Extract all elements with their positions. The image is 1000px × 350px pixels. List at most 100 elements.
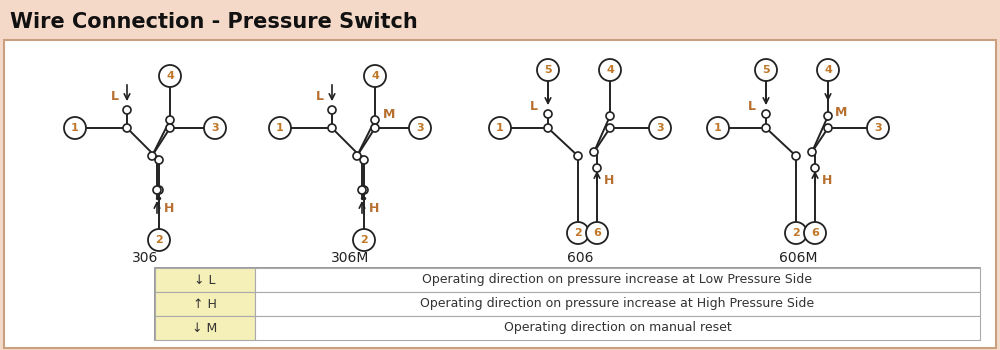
Text: 2: 2 [155, 235, 163, 245]
Circle shape [353, 229, 375, 251]
Text: 1: 1 [496, 123, 504, 133]
Circle shape [166, 116, 174, 124]
Text: Wire Connection - Pressure Switch: Wire Connection - Pressure Switch [10, 12, 418, 32]
Circle shape [808, 148, 816, 156]
Text: ↓ L: ↓ L [194, 273, 216, 287]
Text: H: H [369, 202, 379, 215]
Text: 2: 2 [360, 235, 368, 245]
Bar [155, 268, 980, 340]
Circle shape [567, 222, 589, 244]
Circle shape [792, 152, 800, 160]
Text: 606: 606 [567, 251, 593, 265]
Circle shape [166, 124, 174, 132]
Text: 5: 5 [762, 65, 770, 75]
Text: Operating direction on manual reset: Operating direction on manual reset [504, 322, 731, 335]
Circle shape [586, 222, 608, 244]
Text: 5: 5 [544, 65, 552, 75]
Circle shape [159, 65, 181, 87]
Text: 306: 306 [132, 251, 158, 265]
Text: M: M [835, 105, 847, 119]
Circle shape [537, 59, 559, 81]
Text: L: L [748, 99, 756, 112]
Bar [255, 292, 980, 316]
Circle shape [489, 117, 511, 139]
Text: 3: 3 [656, 123, 664, 133]
Circle shape [328, 124, 336, 132]
Circle shape [762, 110, 770, 118]
Circle shape [409, 117, 431, 139]
Text: Operating direction on pressure increase at Low Pressure Side: Operating direction on pressure increase… [422, 273, 812, 287]
Circle shape [155, 156, 163, 164]
Circle shape [599, 59, 621, 81]
Text: 4: 4 [824, 65, 832, 75]
Circle shape [785, 222, 807, 244]
Circle shape [593, 164, 601, 172]
Text: L: L [111, 90, 119, 103]
Circle shape [371, 124, 379, 132]
Text: Operating direction on pressure increase at High Pressure Side: Operating direction on pressure increase… [420, 298, 815, 310]
Circle shape [606, 124, 614, 132]
Circle shape [606, 112, 614, 120]
Bar [155, 316, 255, 340]
Text: 1: 1 [276, 123, 284, 133]
Text: ↑ H: ↑ H [193, 298, 217, 310]
Text: 1: 1 [71, 123, 79, 133]
Text: 2: 2 [792, 228, 800, 238]
Circle shape [755, 59, 777, 81]
Text: 4: 4 [166, 71, 174, 81]
Text: H: H [822, 174, 832, 187]
Circle shape [811, 164, 819, 172]
Circle shape [867, 117, 889, 139]
Text: 1: 1 [714, 123, 722, 133]
Text: H: H [604, 174, 614, 187]
Circle shape [123, 106, 131, 114]
Bar [155, 268, 255, 292]
Circle shape [64, 117, 86, 139]
Circle shape [358, 186, 366, 194]
Circle shape [544, 110, 552, 118]
Circle shape [804, 222, 826, 244]
Circle shape [360, 186, 368, 194]
Text: 3: 3 [211, 123, 219, 133]
Bar [155, 292, 255, 316]
Text: L: L [316, 90, 324, 103]
Circle shape [148, 152, 156, 160]
Circle shape [269, 117, 291, 139]
Text: 4: 4 [371, 71, 379, 81]
Circle shape [123, 124, 131, 132]
Bar [4, 40, 996, 348]
Text: 6: 6 [593, 228, 601, 238]
Text: 306M: 306M [331, 251, 369, 265]
Circle shape [153, 186, 161, 194]
Text: 6: 6 [811, 228, 819, 238]
Circle shape [371, 116, 379, 124]
Circle shape [824, 124, 832, 132]
Text: 4: 4 [606, 65, 614, 75]
Text: 3: 3 [874, 123, 882, 133]
Circle shape [364, 65, 386, 87]
Circle shape [590, 148, 598, 156]
Text: H: H [164, 202, 174, 215]
Circle shape [762, 124, 770, 132]
Text: 2: 2 [574, 228, 582, 238]
Text: 606M: 606M [779, 251, 817, 265]
Circle shape [148, 229, 170, 251]
Text: L: L [530, 99, 538, 112]
Circle shape [649, 117, 671, 139]
Circle shape [817, 59, 839, 81]
Circle shape [328, 106, 336, 114]
Text: ↓ M: ↓ M [192, 322, 218, 335]
Circle shape [544, 124, 552, 132]
Circle shape [824, 112, 832, 120]
Circle shape [707, 117, 729, 139]
Circle shape [360, 156, 368, 164]
Circle shape [155, 186, 163, 194]
Bar [255, 268, 980, 292]
Text: M: M [383, 107, 395, 120]
Circle shape [574, 152, 582, 160]
Bar [0, 0, 1000, 38]
Circle shape [353, 152, 361, 160]
Circle shape [204, 117, 226, 139]
Text: 3: 3 [416, 123, 424, 133]
Bar [255, 316, 980, 340]
